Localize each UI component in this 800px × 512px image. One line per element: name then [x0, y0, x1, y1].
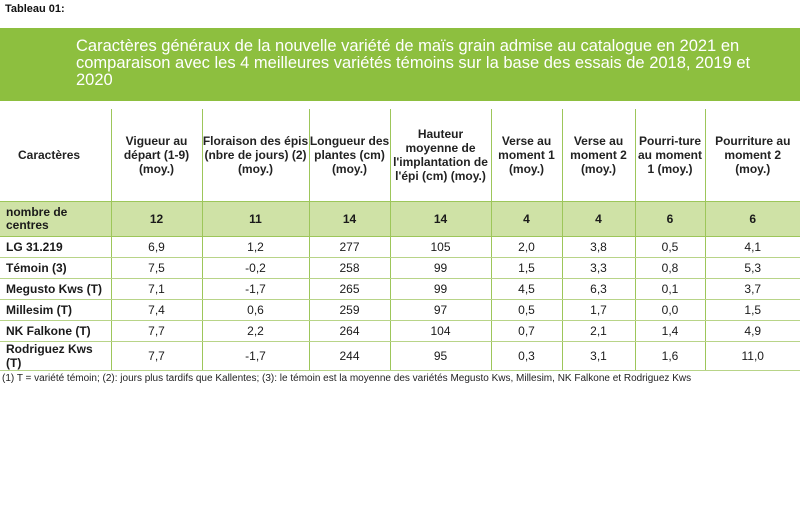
table-cell: 265	[309, 278, 391, 300]
table-cell: 259	[309, 299, 391, 321]
row-label: LG 31.219	[0, 236, 112, 258]
table-cell: 4	[491, 201, 563, 237]
column-header: Verse au moment 2 (moy.)	[562, 109, 636, 202]
table-cell: 3,8	[562, 236, 636, 258]
table-cell: 6	[705, 201, 800, 237]
table-cell: 258	[309, 257, 391, 279]
table-cell: -1,7	[202, 278, 310, 300]
table-cell: 264	[309, 320, 391, 342]
table-cell: 14	[390, 201, 492, 237]
table-cell: 97	[390, 299, 492, 321]
table-cell: 0,5	[635, 236, 706, 258]
table-cell: 1,5	[705, 299, 800, 321]
data-table: Caractères Vigueur au départ (1-9) (moy.…	[0, 109, 800, 371]
table-row: LG 31.219 6,9 1,2 277 105 2,0 3,8 0,5 4,…	[0, 236, 800, 258]
table-cell: 14	[309, 201, 391, 237]
table-cell: 0,3	[491, 341, 563, 371]
count-row: nombre de centres 12 11 14 14 4 4 6 6	[0, 201, 800, 237]
row-label: Témoin (3)	[0, 257, 112, 279]
column-header: Hauteur moyenne de l'implantation de l'é…	[390, 109, 492, 202]
table-number-label: Tableau 01:	[2, 2, 68, 16]
table-cell: 7,1	[111, 278, 203, 300]
table-cell: 4,1	[705, 236, 800, 258]
table-row: Rodriguez Kws (T) 7,7 -1,7 244 95 0,3 3,…	[0, 341, 800, 371]
table-row: Millesim (T) 7,4 0,6 259 97 0,5 1,7 0,0 …	[0, 299, 800, 321]
table-cell: 1,2	[202, 236, 310, 258]
table-cell: 4	[562, 201, 636, 237]
table-cell: 0,8	[635, 257, 706, 279]
table-cell: 3,7	[705, 278, 800, 300]
table-cell: 0,7	[491, 320, 563, 342]
row-label: NK Falkone (T)	[0, 320, 112, 342]
table-cell: 244	[309, 341, 391, 371]
column-header: Floraison des épis (nbre de jours) (2) (…	[202, 109, 310, 202]
table-cell: 95	[390, 341, 492, 371]
table-cell: 7,7	[111, 320, 203, 342]
column-header: Caractères	[0, 109, 112, 202]
table-cell: 4,9	[705, 320, 800, 342]
table-cell: 277	[309, 236, 391, 258]
table-cell: 1,7	[562, 299, 636, 321]
table-cell: 7,4	[111, 299, 203, 321]
table-cell: 0,6	[202, 299, 310, 321]
table-cell: 7,5	[111, 257, 203, 279]
column-header: Pourriture au moment 2 (moy.)	[715, 134, 791, 176]
title-banner: Caractères généraux de la nouvelle varié…	[0, 28, 800, 101]
table-cell: 105	[390, 236, 492, 258]
table-cell: 3,1	[562, 341, 636, 371]
table-cell: 11	[202, 201, 310, 237]
row-label: Rodriguez Kws (T)	[0, 341, 112, 371]
table-cell: 6,9	[111, 236, 203, 258]
table-cell: 6,3	[562, 278, 636, 300]
table-cell: 2,2	[202, 320, 310, 342]
table-row: Megusto Kws (T) 7,1 -1,7 265 99 4,5 6,3 …	[0, 278, 800, 300]
table-cell: 7,7	[111, 341, 203, 371]
table-cell: 99	[390, 278, 492, 300]
table-cell: 1,4	[635, 320, 706, 342]
table-cell: 0,1	[635, 278, 706, 300]
column-header: Verse au moment 1 (moy.)	[491, 109, 563, 202]
column-header: Vigueur au départ (1-9) (moy.)	[111, 109, 203, 202]
table-cell: 5,3	[705, 257, 800, 279]
table-cell: 0,5	[491, 299, 563, 321]
table-cell: 104	[390, 320, 492, 342]
table-title: Caractères généraux de la nouvelle varié…	[76, 37, 751, 89]
table-cell: 11,0	[705, 341, 800, 371]
table-cell: 12	[111, 201, 203, 237]
table-row: NK Falkone (T) 7,7 2,2 264 104 0,7 2,1 1…	[0, 320, 800, 342]
table-cell: 0,0	[635, 299, 706, 321]
table-cell: 4,5	[491, 278, 563, 300]
table-cell: 2,1	[562, 320, 636, 342]
footnote: (1) T = variété témoin; (2): jours plus …	[2, 373, 692, 384]
row-label: Megusto Kws (T)	[0, 278, 112, 300]
row-label: nombre de centres	[0, 201, 112, 237]
table-cell: 6	[635, 201, 706, 237]
table-cell: 2,0	[491, 236, 563, 258]
table-cell: 1,6	[635, 341, 706, 371]
table-cell: 1,5	[491, 257, 563, 279]
column-header: Longueur des plantes (cm) (moy.)	[309, 109, 391, 202]
table-cell: 3,3	[562, 257, 636, 279]
table-cell: 99	[390, 257, 492, 279]
row-label: Millesim (T)	[0, 299, 112, 321]
table-cell: -0,2	[202, 257, 310, 279]
table-cell: -1,7	[202, 341, 310, 371]
header-row: Caractères Vigueur au départ (1-9) (moy.…	[0, 109, 800, 202]
table-row: Témoin (3) 7,5 -0,2 258 99 1,5 3,3 0,8 5…	[0, 257, 800, 279]
column-header: Pourri-ture au moment 1 (moy.)	[635, 109, 706, 202]
